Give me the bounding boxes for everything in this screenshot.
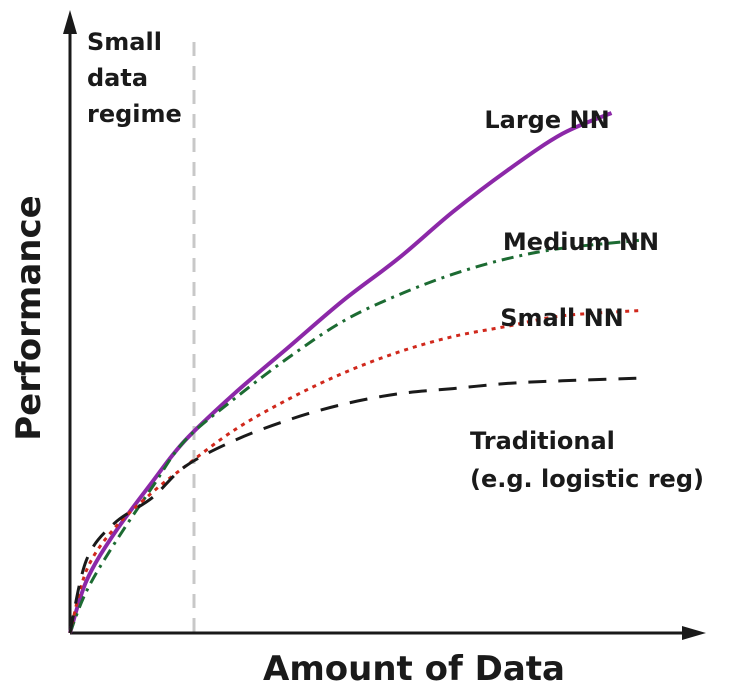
small-data-regime-label: Small data regime (87, 28, 182, 128)
series-label-line: Small NN (500, 304, 623, 332)
series-label-line: (e.g. logistic reg) (470, 465, 704, 493)
annotation-line: data (87, 64, 148, 92)
x-axis-arrow-icon (682, 626, 706, 640)
series-line-medium-nn (68, 238, 640, 634)
x-axis-label: Amount of Data (263, 649, 565, 689)
series-label-line: Traditional (470, 427, 615, 455)
series-curves (68, 111, 640, 634)
series-line-traditional (68, 376, 639, 634)
series-label-traditional: Traditional (e.g. logistic reg) (470, 427, 704, 493)
y-axis-arrow-icon (63, 10, 77, 34)
series-line-large-nn (68, 111, 613, 634)
series-label-small-nn: Small NN (500, 304, 623, 332)
annotation-line: regime (87, 100, 182, 128)
series-label-line: Large NN (484, 106, 609, 134)
series-label-line: Medium NN (503, 228, 659, 256)
annotation-line: Small (87, 28, 162, 56)
series-label-medium-nn: Medium NN (503, 228, 659, 256)
y-axis-label: Performance (9, 195, 49, 440)
series-line-small-nn (68, 309, 640, 634)
series-label-large-nn: Large NN (484, 106, 609, 134)
